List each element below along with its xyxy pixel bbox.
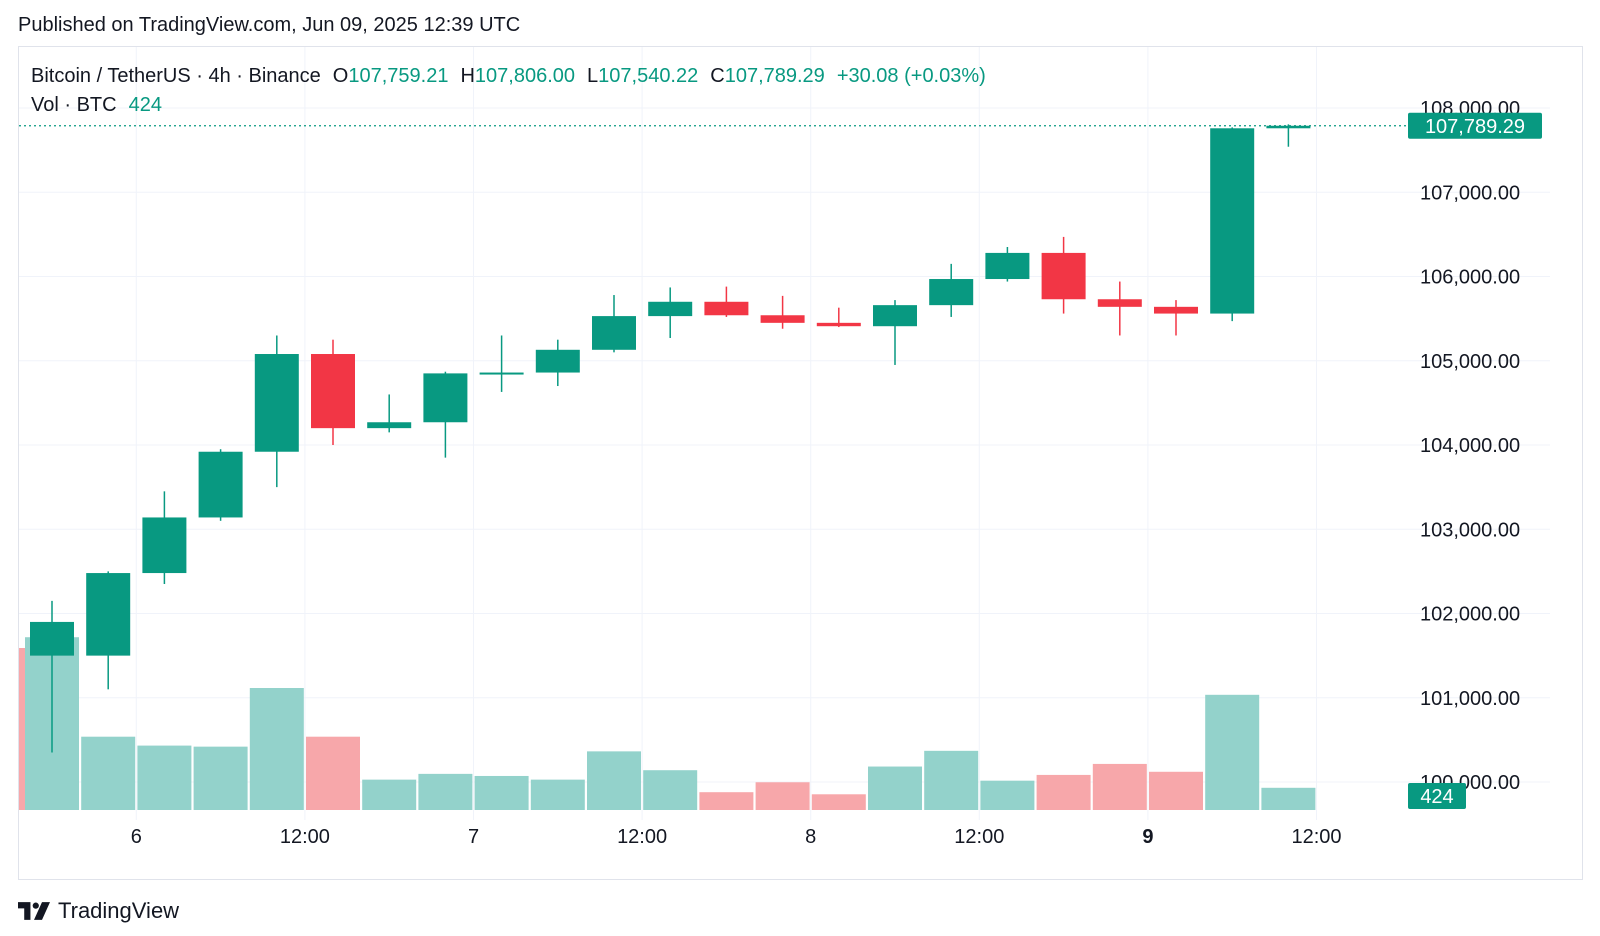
time-tick-label: 12:00	[1291, 826, 1341, 848]
time-tick-label: 12:00	[954, 826, 1004, 848]
price-tick-label: 107,000.00	[1420, 182, 1520, 204]
time-tick-label: 12:00	[280, 826, 330, 848]
low-value: 107,540.22	[598, 65, 699, 87]
candle-body	[929, 279, 974, 306]
candle-body	[254, 354, 299, 452]
brand-name: TradingView	[58, 898, 180, 923]
last-price-tag-label: 107,789.29	[1425, 116, 1525, 138]
volume-bar	[306, 736, 360, 810]
volume-bar	[81, 736, 136, 810]
candle-body	[1154, 306, 1198, 314]
legend: Bitcoin / TetherUS · 4h · Binance O 107,7…	[31, 62, 986, 120]
last-price-tag	[1408, 112, 1542, 139]
volume-bar	[1149, 771, 1203, 810]
candle-body	[985, 252, 1030, 280]
chart-frame	[18, 46, 1583, 880]
candle-body	[648, 301, 693, 317]
high-value: 107,806.00	[474, 65, 576, 87]
price-tick-label: 102,000.00	[1420, 604, 1520, 626]
candle-body	[1041, 252, 1086, 300]
candle-body	[535, 349, 580, 373]
volume-bar	[193, 746, 248, 810]
volume-bar	[1092, 763, 1147, 810]
last-price-markers: 107,789.29 424	[19, 112, 1542, 809]
open-value: 107,759.21	[348, 65, 449, 87]
price-tick-label: 103,000.00	[1420, 519, 1520, 541]
close-value: 107,789.29	[724, 65, 825, 87]
volume-bar	[530, 779, 585, 810]
price-tick-label: 104,000.00	[1420, 435, 1520, 457]
volume-bars	[19, 637, 1316, 810]
volume-bar	[811, 794, 866, 810]
candle-body	[704, 301, 749, 316]
time-tick-label: 9	[1142, 826, 1153, 848]
last-volume-tag-label: 424	[1420, 786, 1453, 808]
volume-label: Vol · BTC	[31, 94, 117, 116]
volume-bar	[418, 773, 473, 810]
candle-body	[1097, 299, 1142, 307]
volume-bar	[362, 779, 417, 810]
volume-bar	[1205, 694, 1260, 810]
volume-bar	[1261, 787, 1316, 810]
candle-body	[311, 354, 355, 429]
grid-lines	[19, 47, 1550, 820]
symbol-title[interactable]: Bitcoin / TetherUS · 4h · Binance	[31, 65, 321, 87]
candle-body	[1266, 125, 1311, 129]
time-tick-label: 7	[468, 826, 479, 848]
volume-bar	[1036, 774, 1091, 810]
candle-body	[198, 451, 243, 518]
volume-bar	[868, 766, 922, 810]
close-label: C	[710, 65, 725, 87]
published-caption: Published on TradingView.com, Jun 09, 20…	[18, 14, 521, 36]
time-tick-label: 6	[131, 826, 142, 848]
candle-body	[592, 316, 636, 350]
candle-body	[873, 305, 917, 327]
time-tick-label: 8	[805, 826, 816, 848]
candle-body	[479, 372, 524, 375]
time-axis: 6 12:00 7 12:00 8 12:00 9 12:00	[131, 826, 1342, 848]
candle-body	[367, 422, 412, 429]
tradingview-logo-icon	[18, 902, 50, 920]
high-label: H	[460, 65, 475, 87]
volume-bar	[699, 792, 754, 810]
price-tick-label: 101,000.00	[1420, 688, 1520, 710]
price-tick-label: 105,000.00	[1420, 351, 1520, 373]
candle-body	[760, 315, 805, 323]
volume-bar	[587, 751, 641, 810]
volume-bar	[249, 688, 304, 810]
volume-bar	[755, 782, 810, 810]
candles	[30, 124, 1311, 753]
candle-body	[30, 621, 74, 656]
volume-bar	[924, 750, 979, 810]
volume-bar	[19, 648, 25, 810]
candle-body	[142, 517, 187, 574]
volume-bar	[980, 780, 1035, 810]
last-volume-tag	[1408, 783, 1466, 809]
price-axis: 100,000.00101,000.00102,000.00103,000.00…	[1420, 98, 1520, 794]
low-label: L	[587, 65, 599, 87]
volume-bar	[137, 745, 192, 810]
volume-bar	[643, 770, 698, 810]
candle-body	[816, 322, 861, 327]
tradingview-brand[interactable]: TradingView	[18, 898, 179, 924]
volume-bar	[474, 775, 529, 810]
time-tick-label: 12:00	[617, 826, 667, 848]
candle-body	[86, 573, 131, 656]
open-label: O	[332, 65, 349, 87]
candle-body	[1210, 128, 1255, 314]
change-value: +30.08 (+0.03%)	[836, 65, 986, 87]
price-tick-label: 106,000.00	[1420, 267, 1520, 289]
volume-value: 424	[128, 94, 162, 116]
candle-body	[423, 373, 468, 423]
